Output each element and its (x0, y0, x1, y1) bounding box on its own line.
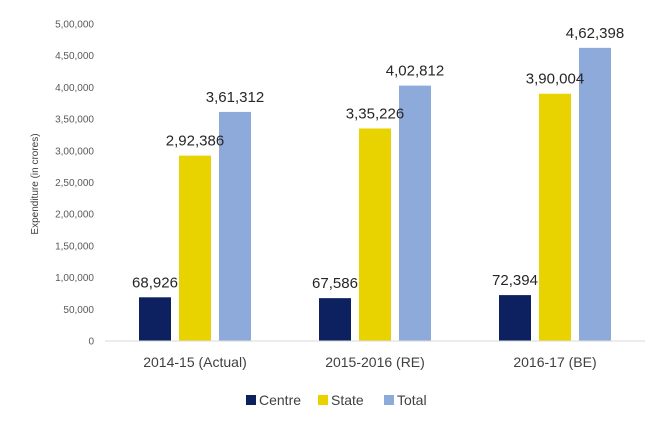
data-label-state: 2,92,386 (166, 133, 224, 150)
data-label-total: 4,02,812 (386, 63, 444, 80)
data-label-centre: 68,926 (132, 274, 178, 291)
data-label-state: 3,35,226 (346, 105, 404, 122)
legend-label-state: State (331, 392, 364, 408)
y-tick-label: 1,00,000 (55, 273, 94, 284)
bar-total (399, 85, 431, 342)
category-labels: 2014-15 (Actual) 2015-2016 (RE) 2016-17 (B… (143, 354, 596, 370)
legend-swatch-total (384, 395, 394, 405)
y-tick-label: 4,00,000 (55, 83, 94, 94)
legend-swatch-state (318, 395, 328, 405)
y-tick-label: 3,00,000 (55, 146, 94, 157)
legend: Centre State Total (246, 392, 427, 408)
y-tick-label: 2,50,000 (55, 178, 94, 189)
x-category-label: 2016-17 (BE) (513, 354, 596, 370)
y-tick-label: 2,00,000 (55, 210, 94, 221)
data-labels: 68,926 67,586 72,394 2,92,386 3,35,226 3,90,0… (132, 25, 624, 292)
bar-state (359, 128, 391, 341)
bar-centre (319, 298, 351, 341)
bar-state (539, 93, 571, 342)
data-label-total: 3,61,312 (206, 89, 264, 106)
y-tick-label: 50,000 (63, 305, 94, 316)
data-label-state: 3,90,004 (526, 71, 584, 88)
y-tick-label: 0 (88, 337, 94, 348)
bar-state (179, 155, 211, 341)
legend-label-total: Total (397, 392, 427, 408)
bar-total (219, 111, 251, 341)
bar-centre (499, 295, 531, 341)
bar-total (579, 47, 611, 342)
y-axis-ticks: 0 50,000 1,00,000 1,50,000 2,00,000 2,50,000 3… (55, 20, 94, 348)
data-label-centre: 72,394 (492, 272, 538, 289)
y-axis-title: Expenditure (in crores) (30, 133, 41, 234)
y-tick-label: 1,50,000 (55, 241, 94, 252)
y-tick-label: 4,50,000 (55, 51, 94, 62)
bars (139, 47, 611, 342)
y-tick-label: 5,00,000 (55, 20, 94, 31)
legend-swatch-centre (246, 395, 256, 405)
legend-label-centre: Centre (259, 392, 301, 408)
x-category-label: 2014-15 (Actual) (143, 354, 247, 370)
y-tick-label: 3,50,000 (55, 115, 94, 126)
data-label-centre: 67,586 (312, 275, 358, 292)
data-label-total: 4,62,398 (566, 25, 624, 42)
bar-centre (139, 297, 171, 341)
x-category-label: 2015-2016 (RE) (325, 354, 425, 370)
